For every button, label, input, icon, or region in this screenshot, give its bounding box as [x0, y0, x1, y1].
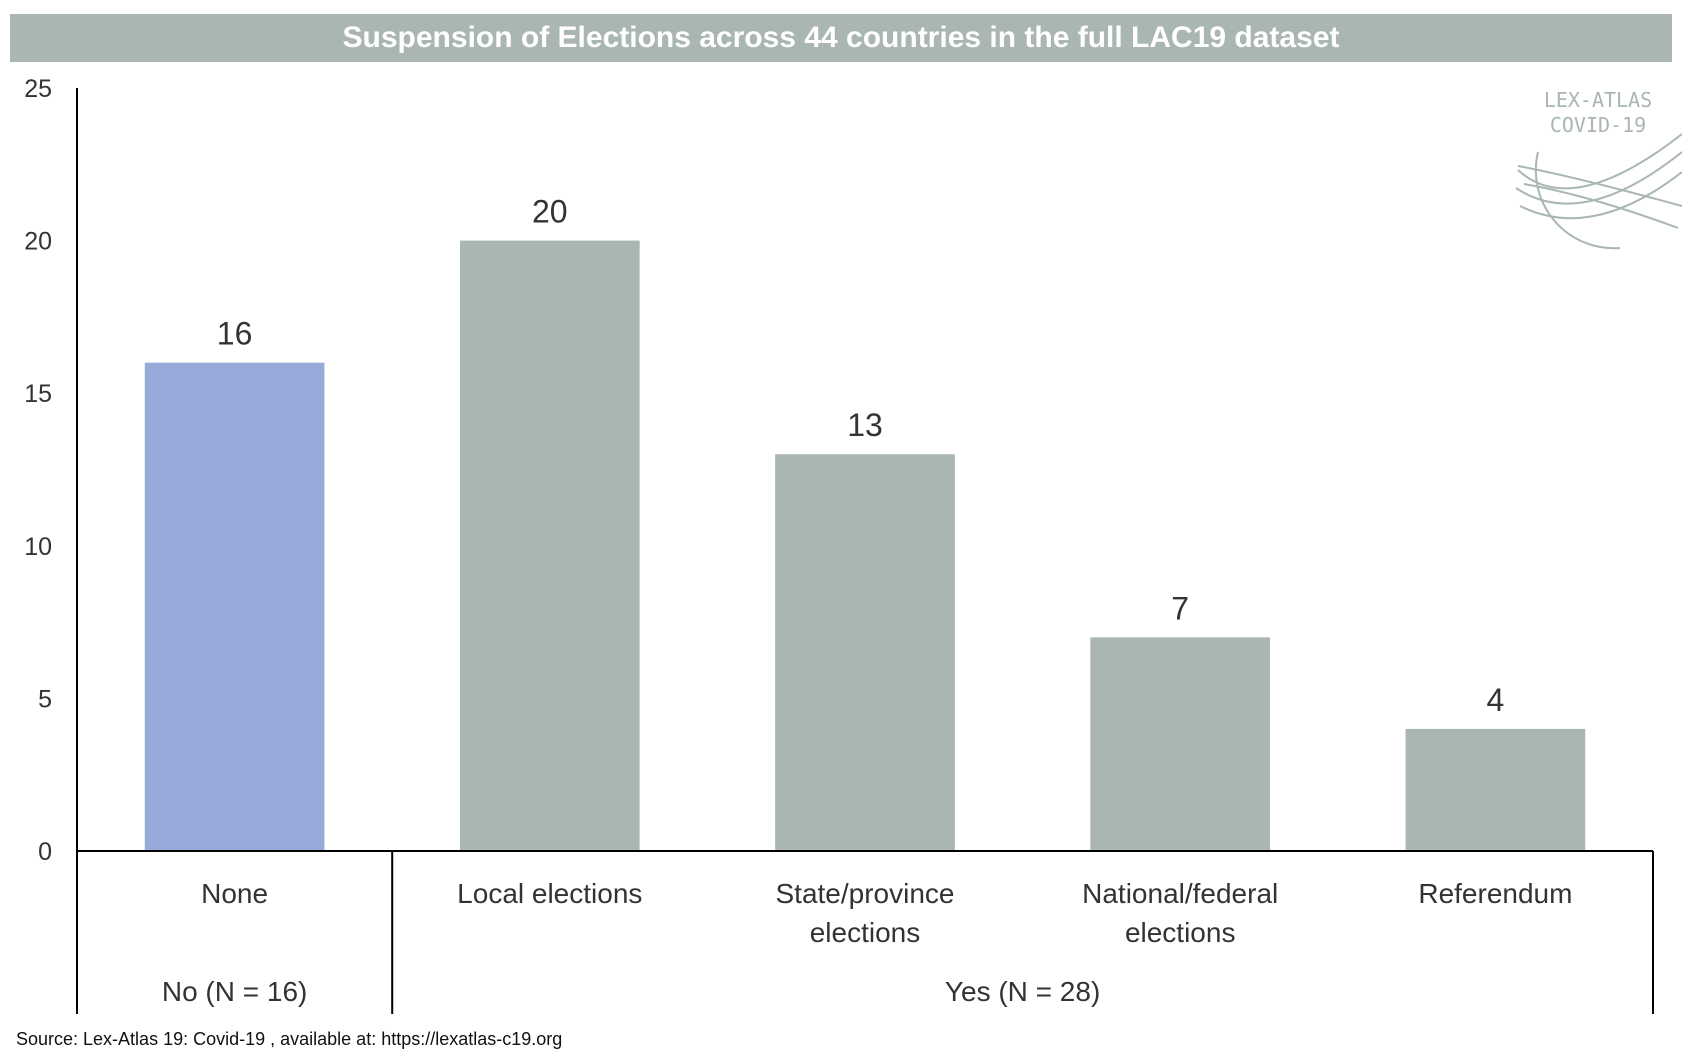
data-label: 20: [532, 194, 568, 230]
bar: [459, 240, 640, 852]
y-tick-label: 10: [24, 533, 52, 561]
y-tick-label: 25: [24, 75, 52, 103]
logo-line-1: LEX-ATLAS: [1544, 88, 1652, 112]
data-label: 16: [217, 316, 253, 352]
y-tick-label: 20: [24, 228, 52, 256]
data-label: 7: [1171, 590, 1189, 626]
y-tick-label: 15: [24, 380, 52, 408]
source-note: Source: Lex-Atlas 19: Covid-19 , availab…: [16, 1029, 563, 1049]
category-label: Referendum: [1418, 878, 1572, 909]
logo-line-2: COVID-19: [1550, 113, 1646, 137]
bar: [144, 362, 325, 851]
y-tick-label: 5: [38, 685, 52, 713]
bar: [775, 454, 955, 851]
y-tick-label: 0: [38, 838, 52, 866]
group-label: No (N = 16): [162, 976, 308, 1007]
bar: [1405, 728, 1586, 851]
category-label: None: [201, 878, 268, 909]
chart-title: Suspension of Elections across 44 countr…: [10, 14, 1672, 62]
data-label: 4: [1487, 682, 1505, 718]
category-labels: None Local elections State/province electio…: [201, 878, 1572, 948]
y-axis-ticks: 0 5 10 15 20 25: [24, 75, 52, 866]
bars: [144, 240, 1586, 852]
category-label: elections: [1125, 917, 1236, 948]
category-label: National/federal: [1082, 878, 1278, 909]
data-labels: 16 20 13 7 4: [217, 194, 1504, 718]
category-label: Local elections: [457, 878, 642, 909]
data-label: 13: [847, 407, 883, 443]
bar: [1090, 637, 1271, 851]
globe-icon: LEX-ATLAS COVID-19: [1515, 88, 1682, 250]
group-label: Yes (N = 28): [945, 976, 1100, 1007]
axes: [76, 88, 1654, 1014]
category-label: elections: [810, 917, 921, 948]
group-labels: No (N = 16) Yes (N = 28): [162, 976, 1100, 1007]
category-label: State/province: [776, 878, 955, 909]
